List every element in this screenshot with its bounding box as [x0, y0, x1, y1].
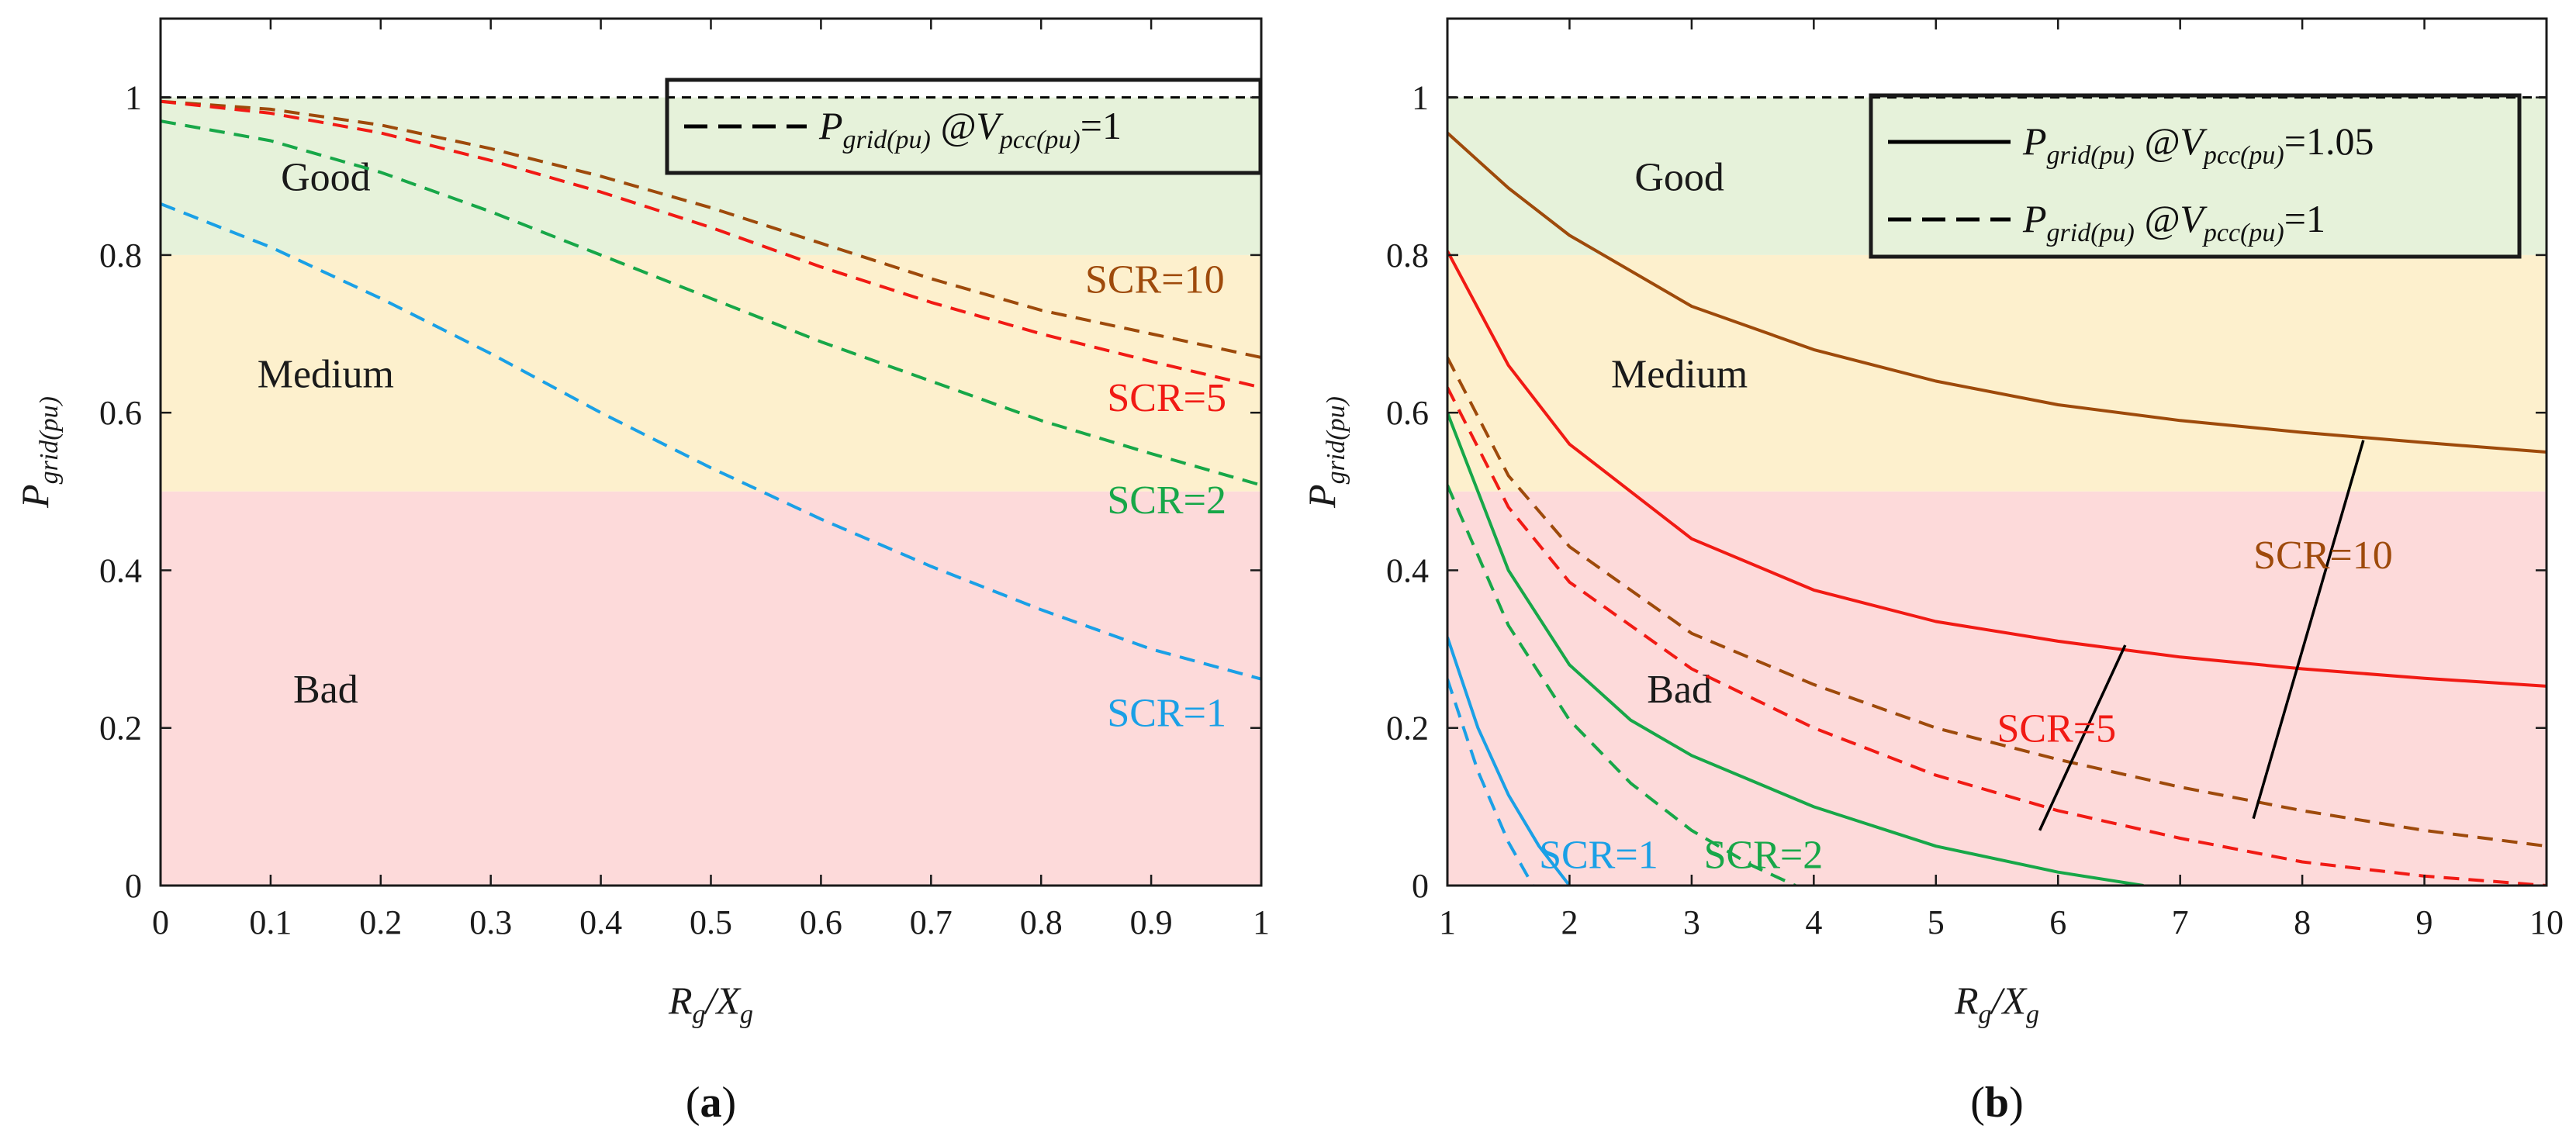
- y-tick-label: 1: [1412, 79, 1429, 117]
- zone-good: [1447, 97, 2547, 255]
- x-tick-label: 0.7: [910, 903, 953, 941]
- x-tick-label: 0.8: [1020, 903, 1063, 941]
- x-tick-label: 10: [2529, 903, 2564, 941]
- y-tick-label: 0.8: [1386, 237, 1429, 275]
- y-tick-label: 0.8: [99, 237, 142, 275]
- series-group: [1447, 131, 2547, 886]
- y-axis-label: Pgrid(pu): [13, 396, 64, 509]
- y-tick-label: 0: [125, 867, 142, 905]
- legend-box: [1869, 93, 2522, 259]
- annotation-label-scr-1: SCR=1: [1539, 833, 1658, 877]
- x-tick-label: 0.3: [469, 903, 512, 941]
- zone-label-medium: Medium: [258, 352, 394, 396]
- legend-entry: Pgrid(pu) @Vpcc(pu)=1.05: [2022, 119, 2374, 170]
- panel-label: (b): [1970, 1079, 2023, 1127]
- x-tick-label: 7: [2172, 903, 2189, 941]
- x-tick-label: 0.6: [800, 903, 842, 941]
- zone-good: [161, 97, 1261, 255]
- legend: Pgrid(pu) @Vpcc(pu)=1: [665, 78, 1263, 175]
- series-line-scr-10-1: [1447, 357, 2547, 848]
- x-tick-label: 8: [2294, 903, 2311, 941]
- y-tick-label: 0.6: [1386, 394, 1429, 432]
- series-label-scr-1: SCR=1: [1107, 691, 1226, 735]
- x-tick-label: 0.2: [359, 903, 402, 941]
- zone-medium: [161, 254, 1261, 492]
- zone-label-bad: Bad: [293, 668, 358, 712]
- series-line-scr-10: [161, 99, 1261, 359]
- x-tick-label: 3: [1683, 903, 1700, 941]
- zone-label-medium: Medium: [1611, 352, 1748, 396]
- series-label-scr-2: SCR=2: [1107, 478, 1226, 523]
- legend-entry: Pgrid(pu) @Vpcc(pu)=1: [2022, 197, 2325, 247]
- series-group: [161, 99, 1261, 681]
- series-line-scr-1: [161, 202, 1261, 681]
- series-line-scr-2-1-05: [1447, 412, 2144, 886]
- series-line-scr-2: [161, 119, 1261, 487]
- zone-label-bad: Bad: [1647, 668, 1712, 712]
- panel-label: (a): [686, 1079, 736, 1127]
- x-tick-label: 4: [1805, 903, 1822, 941]
- y-tick-label: 0: [1412, 867, 1429, 905]
- legend-entry: Pgrid(pu) @Vpcc(pu)=1: [818, 104, 1122, 154]
- x-tick-label: 5: [1928, 903, 1945, 941]
- annotation-label-scr-5: SCR=5: [1997, 707, 2117, 751]
- series-line-scr-10-1-05: [1447, 131, 2547, 454]
- y-tick-label: 0.4: [99, 551, 142, 589]
- x-axis-label: Rg/Xg: [668, 979, 753, 1029]
- x-tick-label: 0.4: [579, 903, 622, 941]
- y-tick-label: 1: [125, 79, 142, 117]
- zone-medium: [1447, 254, 2547, 492]
- series-line-scr-5-1-05: [1447, 250, 2547, 688]
- legend-box: [665, 78, 1263, 175]
- y-tick-label: 0.2: [1386, 710, 1429, 748]
- series-line-scr-1-1: [1447, 679, 1534, 886]
- chart-panel-b: Good Medium Bad SCR=10 SCR=5 SCR=2 SCR=1 1 2 3 4 5 6…: [1300, 17, 2564, 1127]
- x-tick-label: 1: [1253, 903, 1270, 941]
- axes-box: [1446, 17, 2548, 887]
- series-label-scr-10: SCR=10: [1085, 257, 1225, 302]
- x-tick-label: 9: [2416, 903, 2433, 941]
- series-line-scr-2-1: [1447, 484, 1796, 886]
- x-tick-label: 0.1: [249, 903, 292, 941]
- x-tick-label: 6: [2049, 903, 2066, 941]
- y-tick-label: 0.4: [1386, 551, 1429, 589]
- annotation-leader: [2038, 644, 2127, 831]
- x-tick-label: 0.9: [1130, 903, 1173, 941]
- y-axis-label: Pgrid(pu): [1300, 396, 1350, 509]
- y-tick-label: 0.6: [99, 394, 142, 432]
- x-tick-label: 2: [1561, 903, 1578, 941]
- legend: Pgrid(pu) @Vpcc(pu)=1.05 Pgrid(pu) @Vpcc(…: [1869, 93, 2522, 259]
- x-tick-label: 1: [1439, 903, 1456, 941]
- series-label-scr-5: SCR=5: [1107, 376, 1226, 420]
- zone-label-good: Good: [281, 155, 371, 199]
- y-tick-label: 0.2: [99, 710, 142, 748]
- series-line-scr-1-1-05: [1447, 637, 1571, 886]
- zone-label-good: Good: [1634, 155, 1724, 199]
- annotation-leader: [2252, 440, 2365, 820]
- annotation-label-scr-10: SCR=10: [2253, 534, 2393, 578]
- series-line-scr-5-1: [1447, 386, 2547, 886]
- x-axis-label: Rg/Xg: [1954, 979, 2039, 1029]
- x-tick-label: 0: [152, 903, 169, 941]
- series-line-scr-5: [161, 99, 1261, 389]
- x-tick-label: 0.5: [690, 903, 732, 941]
- annotation-label-scr-2: SCR=2: [1704, 833, 1824, 877]
- zone-bad: [161, 491, 1261, 886]
